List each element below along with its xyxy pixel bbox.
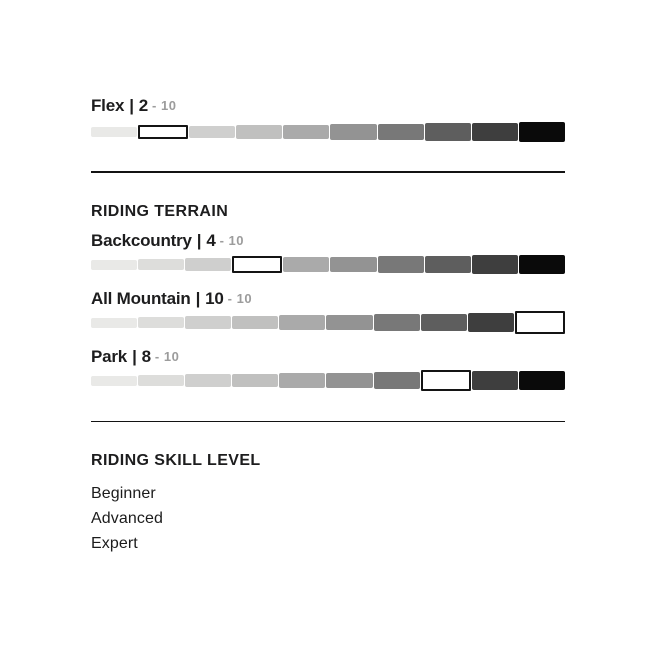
bar-segment — [330, 124, 377, 140]
bar-segment — [91, 375, 138, 386]
all-mountain-rating-value: 10 — [205, 288, 224, 308]
bar-segment — [373, 314, 420, 331]
bar-segment — [185, 258, 232, 271]
bar-segment — [138, 316, 185, 329]
park-rating-label: Park | 8- 10 — [91, 347, 565, 367]
bar-segment — [471, 255, 518, 274]
riding-terrain-heading: RIDING TERRAIN — [91, 202, 229, 220]
park-rating-max: - 10 — [154, 348, 180, 364]
bar-segment — [330, 256, 377, 273]
flex-rating-max: - 10 — [152, 98, 177, 113]
bar-segment — [138, 258, 185, 271]
section-divider — [91, 171, 565, 173]
bar-segment — [377, 123, 424, 141]
pipe-separator: | — [195, 288, 201, 308]
flex-rating-bar — [91, 120, 565, 144]
skill-level-advanced: Advanced — [91, 510, 163, 527]
park-rating-value: 8 — [141, 346, 151, 366]
bar-segment — [283, 124, 330, 140]
spec-panel: Flex | 2- 10 RIDING TERRAIN Backcountry | 4-… — [91, 0, 565, 556]
pipe-separator: | — [129, 96, 134, 115]
bar-segment — [420, 313, 467, 332]
bar-segment — [424, 255, 471, 274]
bar-segment — [471, 122, 518, 142]
all-mountain-rating-max: - 10 — [227, 290, 253, 306]
pipe-separator: | — [196, 230, 202, 250]
bar-segment — [236, 125, 283, 139]
flex-rating-value: 2 — [138, 96, 149, 115]
riding-skill-level-heading: RIDING SKILL LEVEL — [91, 452, 261, 469]
backcountry-rating-label: Backcountry | 4- 10 — [91, 231, 565, 251]
bar-segment — [91, 259, 138, 270]
bar-segment — [185, 316, 232, 329]
all-mountain-rating-bar — [91, 311, 565, 335]
backcountry-rating-value: 4 — [206, 230, 216, 250]
all-mountain-rating-name: All Mountain — [91, 288, 191, 308]
bar-segment — [185, 374, 232, 387]
park-rating-bar — [91, 369, 565, 393]
skill-level-beginner: Beginner — [91, 485, 156, 502]
backcountry-rating-max: - 10 — [219, 232, 245, 248]
backcountry-rating-name: Backcountry — [91, 230, 192, 250]
bar-segment — [279, 373, 326, 388]
bar-segment — [518, 254, 565, 275]
bar-segment-selected — [232, 256, 283, 273]
bar-segment — [518, 122, 565, 142]
section-divider — [91, 420, 565, 422]
bar-segment — [283, 257, 330, 272]
bar-segment — [424, 123, 471, 141]
bar-segment-selected — [138, 124, 189, 140]
bar-segment — [189, 125, 236, 139]
bar-segment — [91, 317, 138, 328]
skill-level-expert: Expert — [91, 535, 138, 552]
bar-segment-selected — [420, 370, 471, 391]
bar-segment — [326, 372, 373, 389]
bar-segment — [471, 371, 518, 390]
bar-segment — [232, 315, 279, 330]
bar-segment — [138, 374, 185, 387]
park-rating-name: Park — [91, 346, 128, 366]
bar-segment — [232, 373, 279, 388]
bar-segment — [518, 370, 565, 391]
flex-rating-label: Flex | 2- 10 — [91, 96, 565, 116]
riding-skill-list: Beginner Advanced Expert — [91, 481, 565, 556]
bar-segment — [377, 256, 424, 273]
backcountry-rating-bar — [91, 253, 565, 277]
pipe-separator: | — [132, 346, 137, 366]
all-mountain-rating-label: All Mountain | 10- 10 — [91, 289, 565, 309]
flex-rating-name: Flex — [91, 96, 125, 115]
bar-segment-selected — [514, 311, 565, 334]
bar-segment — [326, 314, 373, 331]
bar-segment — [467, 313, 514, 332]
bar-segment — [91, 127, 138, 137]
bar-segment — [373, 372, 420, 389]
bar-segment — [279, 315, 326, 330]
